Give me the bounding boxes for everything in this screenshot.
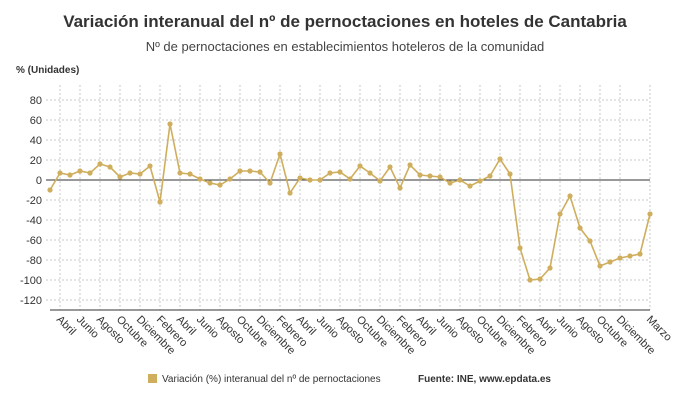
y-tick-label: 20 (30, 155, 42, 167)
point (257, 169, 263, 175)
y-tick-label: 40 (30, 135, 42, 147)
point (627, 253, 633, 259)
point (477, 178, 483, 184)
point (247, 168, 253, 174)
y-tick-label: -40 (26, 215, 42, 227)
point (267, 180, 273, 186)
point (547, 265, 553, 271)
point (337, 169, 343, 175)
point (137, 171, 143, 177)
y-tick-label: -100 (20, 275, 42, 287)
y-tick-label: -120 (20, 295, 42, 307)
point (437, 174, 443, 180)
point (587, 238, 593, 244)
chart-title: Variación interanual del nº de pernoctac… (63, 12, 627, 31)
point (557, 211, 563, 217)
point (217, 182, 223, 188)
point (57, 170, 63, 176)
point (517, 245, 523, 251)
point (637, 251, 643, 257)
point (467, 183, 473, 189)
x-tick-label: Junio (434, 314, 461, 341)
point (597, 263, 603, 269)
point (537, 276, 543, 282)
point (287, 190, 293, 196)
point (497, 156, 503, 162)
point (177, 170, 183, 176)
point (447, 180, 453, 186)
point (297, 175, 303, 181)
point (407, 162, 413, 168)
point (277, 151, 283, 157)
point (187, 171, 193, 177)
point (577, 225, 583, 231)
y-tick-label: -60 (26, 235, 42, 247)
point (117, 174, 123, 180)
point (567, 193, 573, 199)
x-tick-label: Junio (194, 314, 221, 341)
point (197, 176, 203, 182)
point (527, 277, 533, 283)
point (617, 255, 623, 261)
point (367, 170, 373, 176)
y-axis-label: % (Unidades) (16, 65, 79, 76)
y-tick-label: 80 (30, 95, 42, 107)
point (87, 170, 93, 176)
point (97, 161, 103, 167)
x-tick-label: Junio (554, 314, 581, 341)
point (347, 176, 353, 182)
chart-subtitle: Nº de pernoctaciones en establecimientos… (146, 39, 545, 54)
point (647, 211, 653, 217)
legend-swatch (148, 374, 157, 383)
point (327, 170, 333, 176)
point (127, 170, 133, 176)
point (417, 172, 423, 178)
point (167, 121, 173, 127)
x-tick-label: Junio (74, 314, 101, 341)
point (227, 176, 233, 182)
point (377, 178, 383, 184)
point (357, 163, 363, 169)
point (157, 199, 163, 205)
y-tick-label: -80 (26, 255, 42, 267)
point (207, 180, 213, 186)
point (147, 163, 153, 169)
point (77, 168, 83, 174)
source: Fuente: INE, www.epdata.es (418, 374, 551, 385)
point (607, 259, 613, 265)
point (317, 177, 323, 183)
point (67, 172, 73, 178)
y-tick-label: 0 (36, 175, 42, 187)
point (487, 173, 493, 179)
point (47, 187, 53, 193)
legend-label: Variación (%) interanual del nº de perno… (162, 374, 381, 385)
point (107, 164, 113, 170)
point (427, 173, 433, 179)
point (237, 168, 243, 174)
point (307, 177, 313, 183)
y-tick-label: 60 (30, 115, 42, 127)
point (387, 164, 393, 170)
point (457, 177, 463, 183)
x-tick-label: Junio (314, 314, 341, 341)
point (397, 185, 403, 191)
y-tick-label: -20 (26, 195, 42, 207)
x-tick-label: Abril (54, 314, 78, 338)
point (507, 171, 513, 177)
